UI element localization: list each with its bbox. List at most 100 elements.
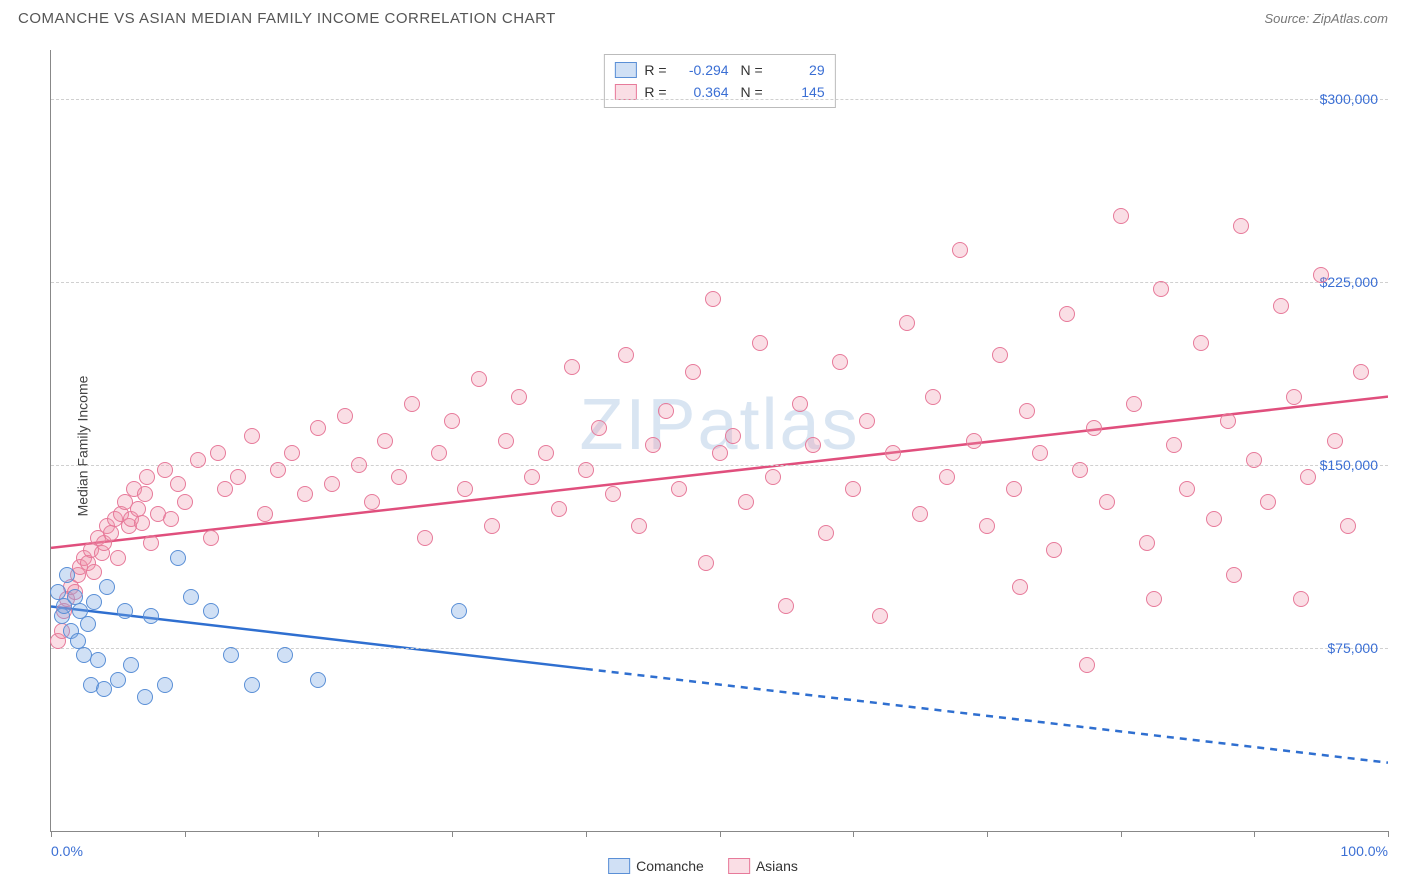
asians-point xyxy=(404,396,420,412)
x-tick xyxy=(987,831,988,837)
x-tick xyxy=(452,831,453,837)
asians-point xyxy=(444,413,460,429)
stats-legend-box: R = -0.294 N = 29 R = 0.364 N = 145 xyxy=(603,54,835,108)
asians-point xyxy=(618,347,634,363)
comanche-point xyxy=(310,672,326,688)
y-tick-label: $150,000 xyxy=(1320,457,1378,473)
swatch-asians xyxy=(614,84,636,100)
asians-point xyxy=(1193,335,1209,351)
n-value-comanche: 29 xyxy=(771,59,825,81)
x-tick xyxy=(586,831,587,837)
comanche-point xyxy=(223,647,239,663)
asians-point xyxy=(1286,389,1302,405)
asians-point xyxy=(845,481,861,497)
n-label: N = xyxy=(737,59,763,81)
asians-point xyxy=(1226,567,1242,583)
y-tick-label: $75,000 xyxy=(1327,640,1378,656)
asians-point xyxy=(86,564,102,580)
comanche-point xyxy=(157,677,173,693)
asians-point xyxy=(1313,267,1329,283)
comanche-point xyxy=(50,584,66,600)
asians-point xyxy=(524,469,540,485)
asians-point xyxy=(698,555,714,571)
asians-point xyxy=(257,506,273,522)
chart-plot-area: ZIPatlas R = -0.294 N = 29 R = 0.364 N =… xyxy=(50,50,1388,832)
asians-point xyxy=(417,530,433,546)
asians-point xyxy=(1293,591,1309,607)
asians-point xyxy=(1019,403,1035,419)
swatch-asians xyxy=(728,858,750,874)
asians-point xyxy=(1126,396,1142,412)
x-tick xyxy=(318,831,319,837)
asians-point xyxy=(1086,420,1102,436)
asians-point xyxy=(1233,218,1249,234)
asians-point xyxy=(685,364,701,380)
asians-point xyxy=(1246,452,1262,468)
asians-point xyxy=(471,371,487,387)
x-axis-max-label: 100.0% xyxy=(1341,843,1388,859)
gridline xyxy=(51,465,1388,466)
asians-point xyxy=(1300,469,1316,485)
comanche-point xyxy=(170,550,186,566)
asians-point xyxy=(297,486,313,502)
asians-point xyxy=(671,481,687,497)
asians-point xyxy=(1273,298,1289,314)
asians-point xyxy=(324,476,340,492)
asians-point xyxy=(1153,281,1169,297)
swatch-comanche xyxy=(614,62,636,78)
asians-point xyxy=(143,535,159,551)
asians-point xyxy=(952,242,968,258)
asians-point xyxy=(137,486,153,502)
asians-point xyxy=(1340,518,1356,534)
y-tick-label: $300,000 xyxy=(1320,91,1378,107)
x-tick xyxy=(1121,831,1122,837)
asians-point xyxy=(1113,208,1129,224)
asians-point xyxy=(818,525,834,541)
x-tick xyxy=(853,831,854,837)
asians-point xyxy=(391,469,407,485)
asians-point xyxy=(337,408,353,424)
asians-point xyxy=(203,530,219,546)
asians-point xyxy=(752,335,768,351)
comanche-point xyxy=(86,594,102,610)
asians-point xyxy=(511,389,527,405)
asians-point xyxy=(765,469,781,485)
asians-point xyxy=(1146,591,1162,607)
asians-point xyxy=(885,445,901,461)
asians-point xyxy=(310,420,326,436)
r-label: R = xyxy=(644,59,666,81)
x-tick xyxy=(185,831,186,837)
comanche-point xyxy=(123,657,139,673)
source-label: Source: ZipAtlas.com xyxy=(1264,11,1388,26)
comanche-point xyxy=(67,589,83,605)
asians-point xyxy=(725,428,741,444)
comanche-point xyxy=(59,567,75,583)
comanche-point xyxy=(244,677,260,693)
asians-point xyxy=(244,428,260,444)
r-value-comanche: -0.294 xyxy=(675,59,729,81)
comanche-point xyxy=(80,616,96,632)
gridline xyxy=(51,648,1388,649)
series-legend: Comanche Asians xyxy=(608,858,798,874)
comanche-point xyxy=(203,603,219,619)
asians-point xyxy=(157,462,173,478)
asians-point xyxy=(1012,579,1028,595)
asians-point xyxy=(1006,481,1022,497)
comanche-point xyxy=(451,603,467,619)
asians-point xyxy=(190,452,206,468)
x-tick xyxy=(1254,831,1255,837)
asians-point xyxy=(605,486,621,502)
legend-item-asians: Asians xyxy=(728,858,798,874)
chart-title: COMANCHE VS ASIAN MEDIAN FAMILY INCOME C… xyxy=(18,10,556,27)
comanche-point xyxy=(90,652,106,668)
asians-point xyxy=(658,403,674,419)
asians-point xyxy=(912,506,928,522)
asians-point xyxy=(134,515,150,531)
asians-point xyxy=(591,420,607,436)
asians-point xyxy=(792,396,808,412)
asians-point xyxy=(1046,542,1062,558)
comanche-point xyxy=(137,689,153,705)
asians-point xyxy=(939,469,955,485)
asians-point xyxy=(872,608,888,624)
x-tick xyxy=(51,831,52,837)
